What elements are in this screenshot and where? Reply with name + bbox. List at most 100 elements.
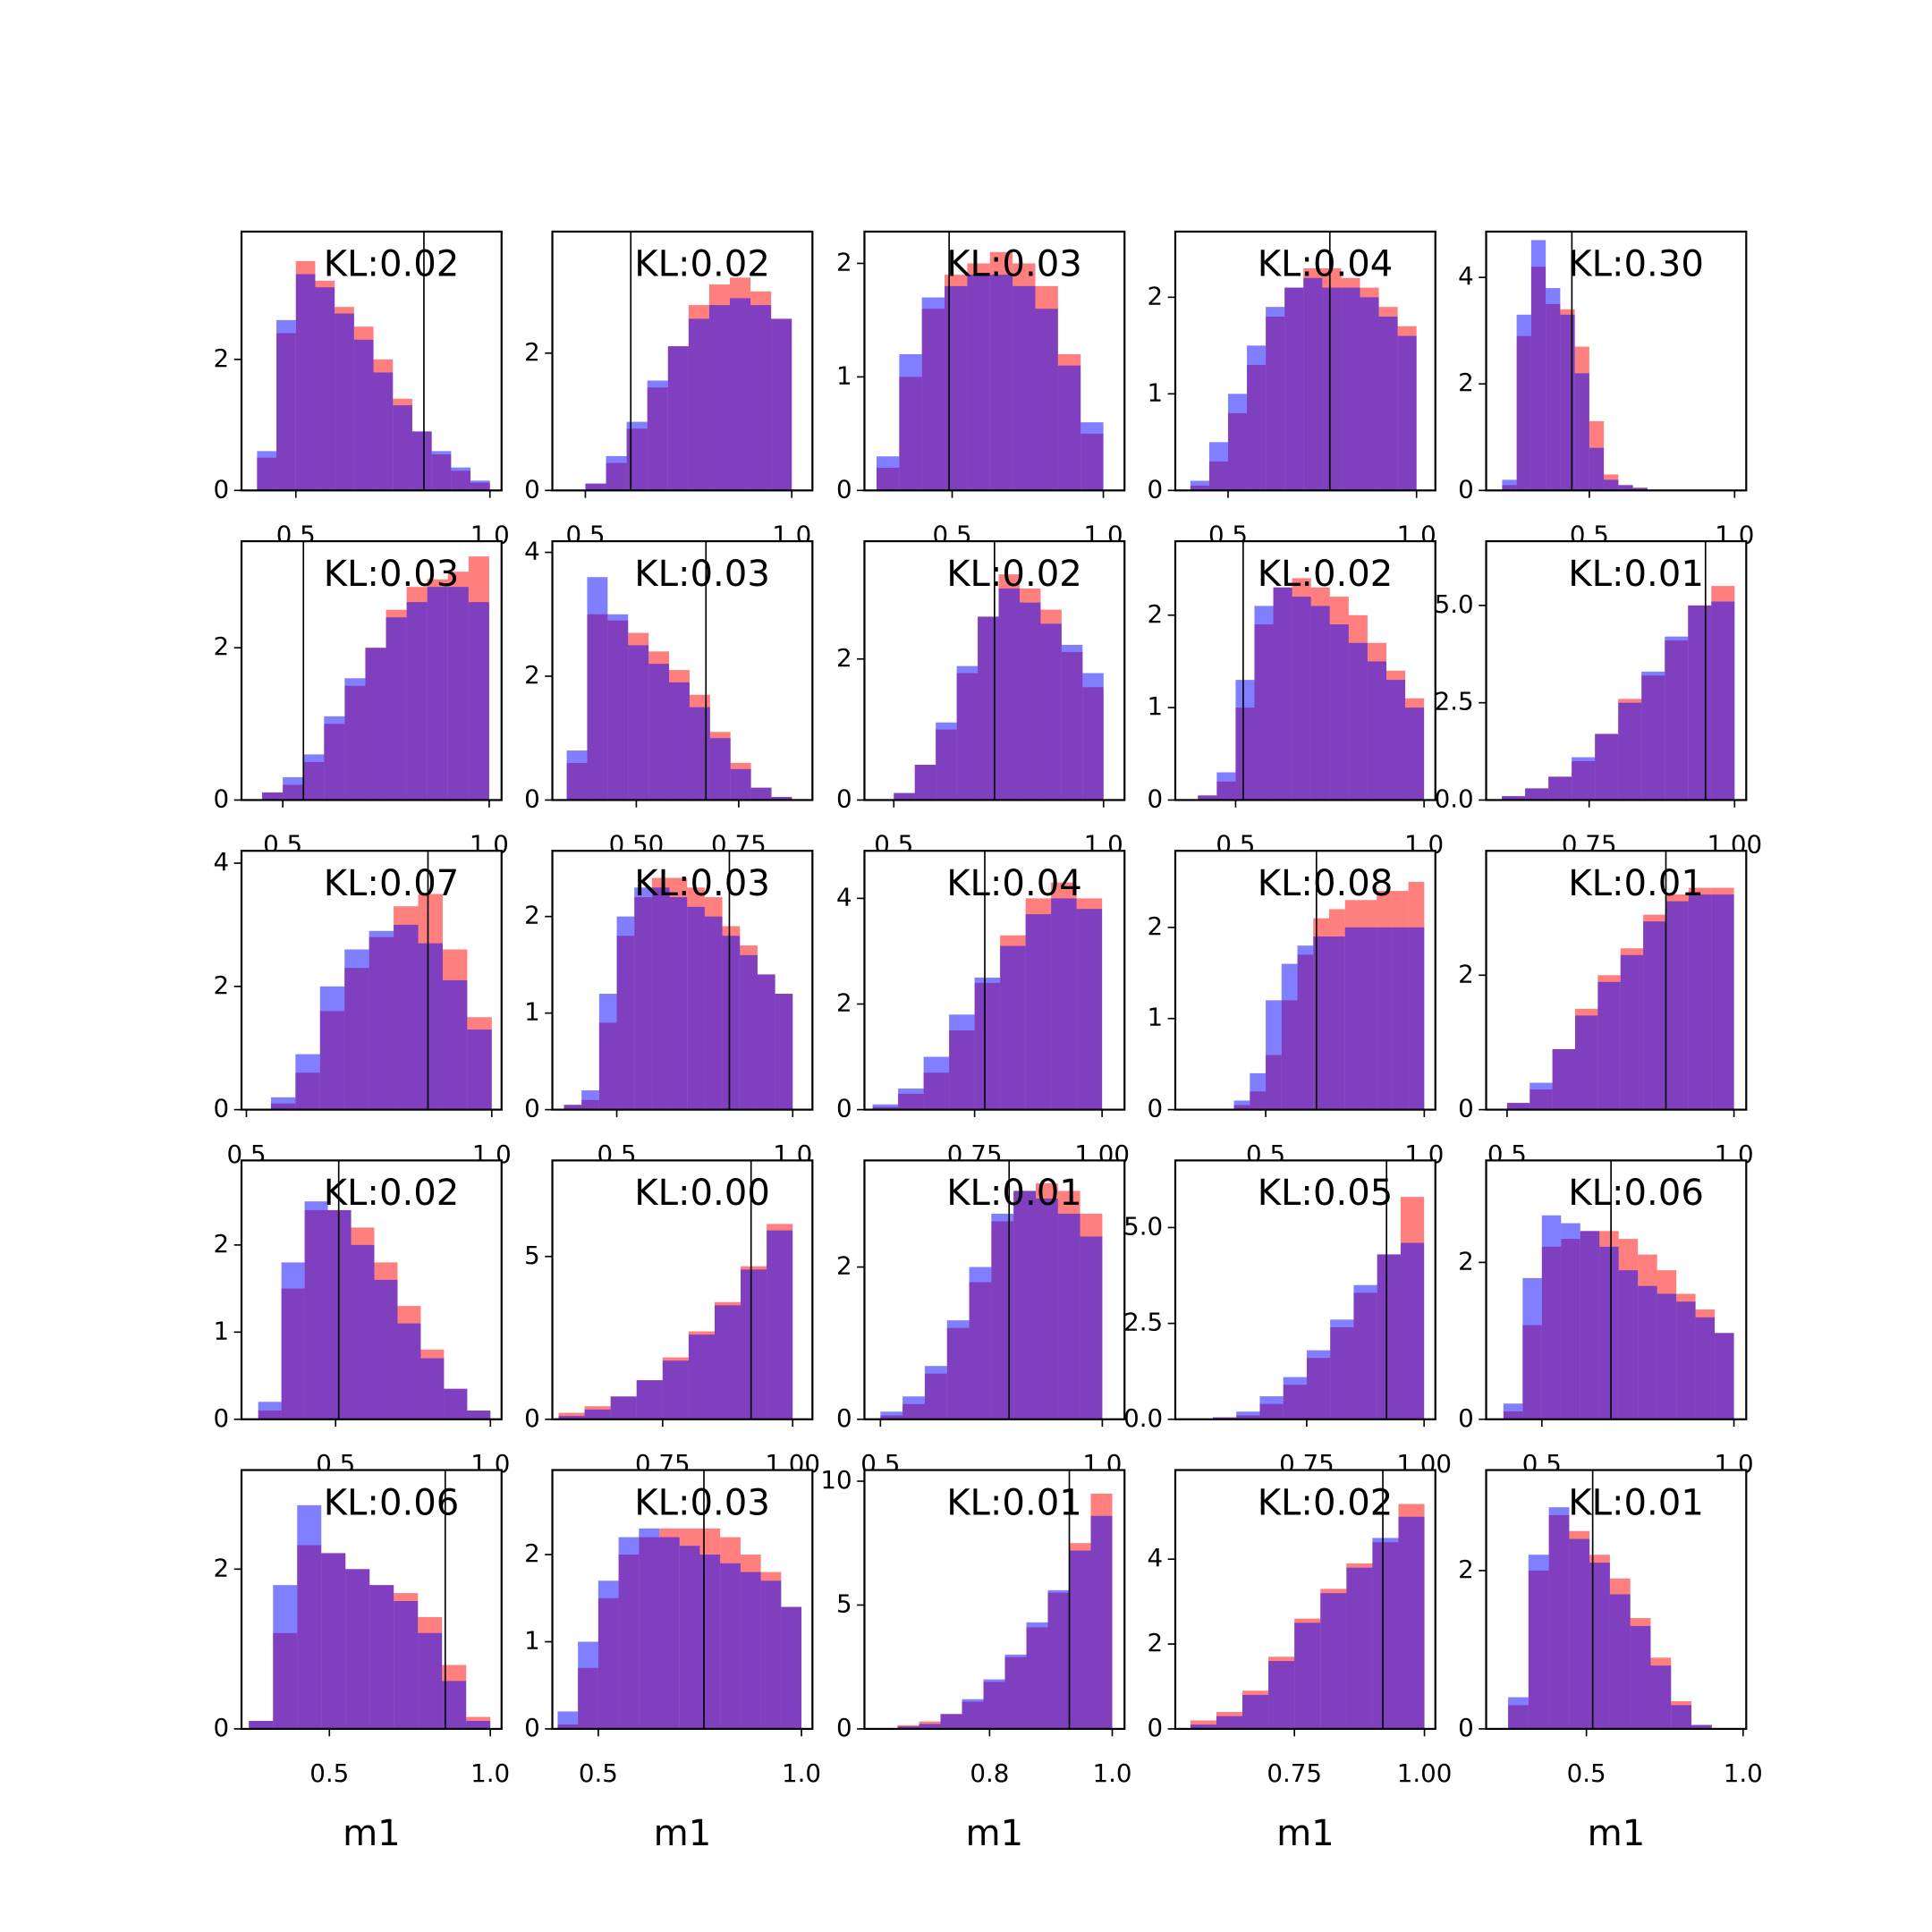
bar bbox=[1546, 288, 1561, 491]
y-tick-label: 2 bbox=[1148, 599, 1164, 629]
bar bbox=[1676, 1301, 1696, 1419]
bar bbox=[894, 792, 915, 801]
x-axis-label: m1 bbox=[1588, 1813, 1646, 1854]
y-tick-label: 0 bbox=[1458, 1713, 1474, 1742]
bar bbox=[1025, 914, 1052, 1110]
bar bbox=[1502, 479, 1517, 491]
bar bbox=[1254, 606, 1274, 801]
panel-title: KL:0.04 bbox=[1258, 244, 1394, 285]
x-tick-label: 1.00 bbox=[1397, 1758, 1453, 1788]
bar bbox=[991, 1213, 1014, 1419]
x-axis-label: m1 bbox=[343, 1813, 401, 1854]
panel-title: KL:0.30 bbox=[1568, 244, 1704, 285]
bar bbox=[578, 1641, 598, 1729]
y-tick-label: 5 bbox=[524, 1241, 540, 1270]
bar bbox=[1516, 314, 1531, 491]
x-tick-label: 1.0 bbox=[470, 1758, 510, 1788]
bar bbox=[558, 1416, 585, 1419]
bar bbox=[919, 1724, 941, 1729]
y-tick-label: 0 bbox=[1148, 784, 1164, 813]
bar bbox=[1320, 1593, 1347, 1729]
bar bbox=[1525, 788, 1549, 801]
axes-frame bbox=[240, 230, 503, 492]
bar bbox=[1528, 1555, 1549, 1729]
bar bbox=[351, 1244, 375, 1419]
y-tick-label: 2 bbox=[214, 970, 230, 1000]
bar bbox=[1530, 240, 1546, 491]
y-tick-label: 2 bbox=[524, 337, 540, 367]
bar bbox=[1233, 1100, 1250, 1110]
axes-frame bbox=[1174, 230, 1436, 492]
bar bbox=[1595, 733, 1619, 801]
bar bbox=[1643, 921, 1666, 1110]
bar bbox=[418, 1632, 443, 1729]
axes-frame bbox=[240, 850, 503, 1111]
bar bbox=[771, 318, 792, 491]
bar bbox=[262, 792, 284, 801]
bar bbox=[1004, 1654, 1027, 1729]
bar bbox=[327, 1209, 352, 1419]
y-tick-label: 2 bbox=[214, 343, 230, 373]
panel-title: KL:0.02 bbox=[324, 1173, 460, 1214]
panel-title: KL:0.01 bbox=[946, 1173, 1082, 1214]
bar bbox=[1589, 1563, 1610, 1729]
axes-frame bbox=[551, 1469, 814, 1731]
bar bbox=[781, 1606, 802, 1729]
bar bbox=[669, 897, 688, 1110]
panel-title: KL:0.04 bbox=[946, 863, 1082, 904]
axes-frame bbox=[863, 1469, 1126, 1731]
bar bbox=[679, 1546, 700, 1729]
panel: 0.75 1.000.02.55.0KL:0.05 bbox=[1123, 1159, 1452, 1479]
bar bbox=[740, 954, 758, 1110]
y-tick-label: 0 bbox=[836, 1094, 852, 1123]
y-tick-label: 0 bbox=[1148, 474, 1164, 504]
y-tick-label: 1 bbox=[1148, 1003, 1164, 1032]
y-tick-label: 2 bbox=[1458, 959, 1474, 988]
bar bbox=[369, 930, 394, 1110]
bar bbox=[466, 1720, 491, 1729]
y-tick-label: 1 bbox=[1148, 377, 1164, 407]
bar bbox=[1330, 1319, 1354, 1419]
bar bbox=[1035, 1198, 1058, 1419]
axes-frame bbox=[1485, 539, 1748, 801]
bar bbox=[1297, 945, 1314, 1110]
y-tick-label: 2.5 bbox=[1435, 687, 1474, 716]
bar bbox=[581, 1090, 599, 1110]
bar bbox=[270, 1097, 296, 1110]
bar bbox=[1574, 1015, 1598, 1110]
y-tick-label: 1 bbox=[524, 997, 540, 1027]
bar bbox=[1242, 1694, 1269, 1729]
axes-frame bbox=[1485, 850, 1748, 1111]
panel: 0.8 1.0 0 5 10 KL:0.01 m1 bbox=[820, 1465, 1131, 1854]
bar bbox=[880, 1411, 903, 1419]
axes-frame bbox=[1174, 539, 1436, 801]
bar bbox=[1641, 671, 1665, 801]
bar bbox=[442, 979, 468, 1110]
bar bbox=[1057, 1213, 1080, 1419]
bar bbox=[1711, 894, 1734, 1110]
bar bbox=[467, 1411, 491, 1419]
panel-title: KL:0.01 bbox=[1568, 863, 1704, 904]
x-tick-label: 1.0 bbox=[782, 1758, 821, 1788]
y-tick-label: 0 bbox=[836, 1713, 852, 1742]
bar bbox=[304, 1201, 328, 1419]
x-axis-label: m1 bbox=[654, 1813, 712, 1854]
y-tick-label: 0 bbox=[524, 1713, 540, 1742]
bar bbox=[1618, 1270, 1639, 1419]
bar bbox=[1572, 757, 1596, 801]
bar bbox=[1650, 1665, 1672, 1729]
bar bbox=[345, 1569, 370, 1729]
bar bbox=[1090, 1515, 1113, 1729]
bar bbox=[1688, 894, 1712, 1110]
bar bbox=[315, 287, 335, 491]
y-tick-label: 0 bbox=[836, 784, 852, 813]
y-tick-label: 2 bbox=[836, 247, 852, 276]
y-tick-label: 0 bbox=[524, 1094, 540, 1123]
panel-title: KL:0.02 bbox=[946, 554, 1082, 595]
bar bbox=[1013, 1191, 1036, 1419]
bar bbox=[1574, 373, 1589, 491]
bar bbox=[1398, 1516, 1425, 1729]
panel-title: KL:0.07 bbox=[324, 863, 460, 904]
